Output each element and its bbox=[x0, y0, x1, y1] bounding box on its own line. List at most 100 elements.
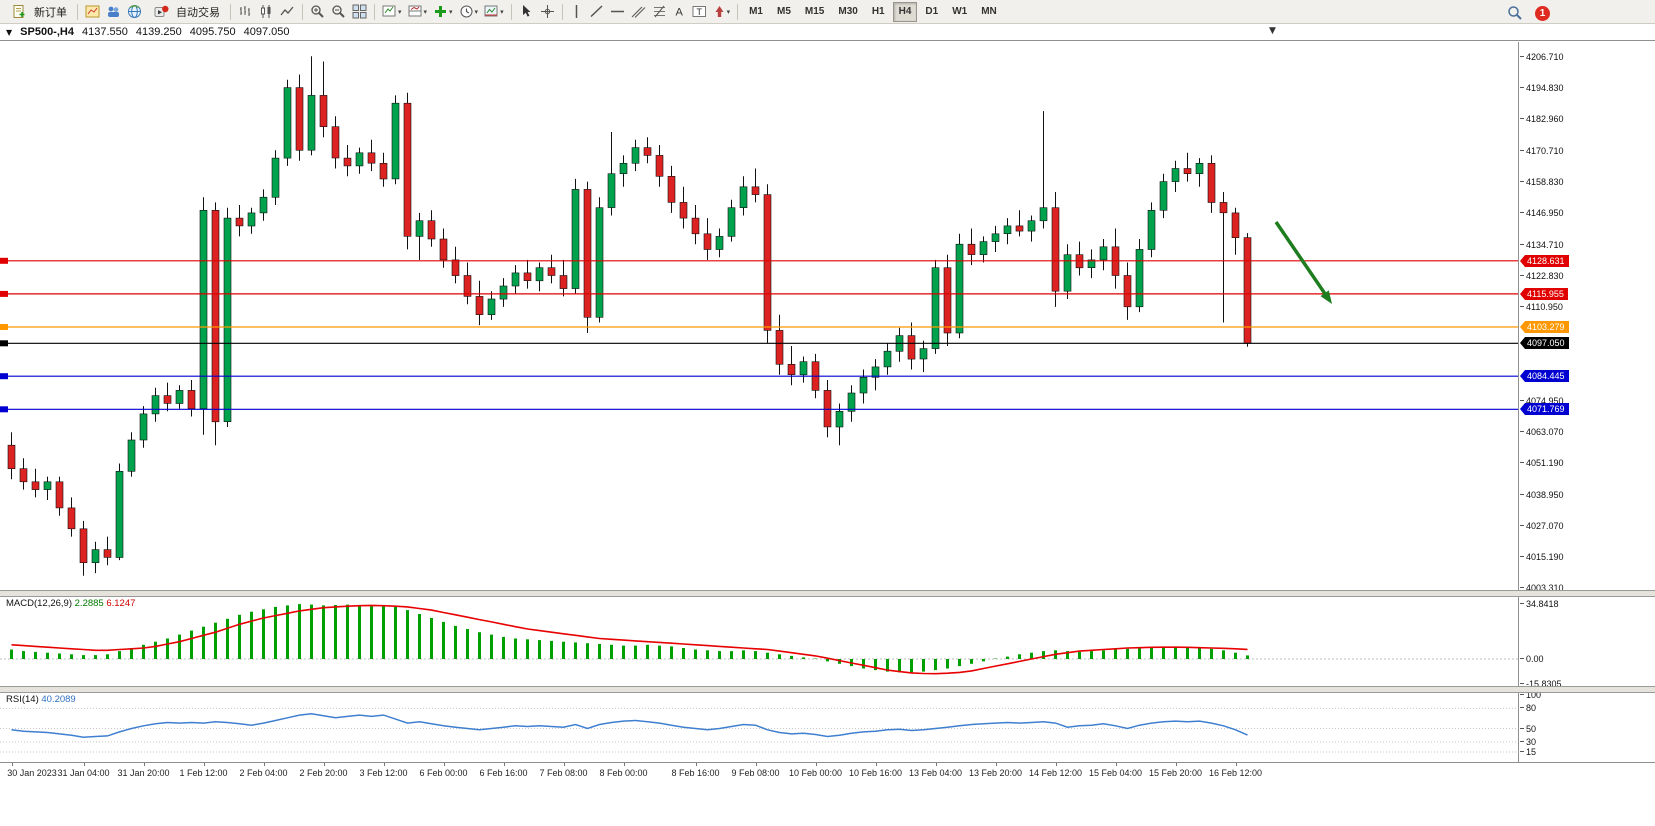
toolbar-separator bbox=[374, 3, 375, 20]
timeframe-m15-button[interactable]: M15 bbox=[804, 5, 825, 17]
profiles-icon[interactable] bbox=[103, 2, 124, 22]
time-label: 31 Jan 20:00 bbox=[117, 768, 170, 778]
rsi-panel[interactable]: RSI(14) 40.2089 bbox=[0, 693, 1518, 762]
price-tag: 4128.631 bbox=[1520, 255, 1569, 267]
rsi-value: 40.2089 bbox=[41, 694, 76, 705]
chevron-down-icon: ▾ bbox=[449, 7, 453, 16]
fibonacci-icon[interactable] bbox=[649, 2, 670, 22]
time-label: 10 Feb 16:00 bbox=[848, 768, 903, 778]
time-label: 1 Feb 12:00 bbox=[179, 768, 228, 778]
price-tag: 4084.445 bbox=[1520, 370, 1569, 382]
price-tag: 4115.955 bbox=[1520, 288, 1568, 300]
ohlc-open: 4137.550 bbox=[81, 26, 128, 38]
tile-windows-icon[interactable] bbox=[349, 2, 370, 22]
periods-clock-icon[interactable]: ▾ bbox=[456, 2, 482, 22]
vertical-line-icon[interactable] bbox=[567, 2, 586, 22]
new-order-button[interactable]: 新订单 bbox=[3, 2, 73, 22]
toolbar-separator bbox=[302, 3, 303, 20]
time-label: 14 Feb 12:00 bbox=[1028, 768, 1083, 778]
toolbar-separator bbox=[77, 3, 78, 20]
chevron-down-icon: ▾ bbox=[474, 7, 479, 16]
axis-label: 50 bbox=[1519, 724, 1537, 734]
zoom-out-icon[interactable] bbox=[328, 2, 349, 22]
axis-label: 4027.070 bbox=[1520, 521, 1564, 531]
axis-label: 34.8418 bbox=[1520, 599, 1559, 609]
trendline-icon[interactable] bbox=[586, 2, 607, 22]
search-icon[interactable] bbox=[1504, 3, 1526, 23]
time-label: 7 Feb 08:00 bbox=[539, 768, 588, 778]
time-scale-axis[interactable]: 30 Jan 2023 31 Jan 04:00 31 Jan 20:00 1 Feb… bbox=[0, 762, 1655, 782]
macd-signal-value: 6.1247 bbox=[106, 598, 136, 609]
time-label: 6 Feb 00:00 bbox=[419, 768, 468, 778]
panel-divider[interactable] bbox=[0, 590, 1655, 597]
axis-label: 4170.710 bbox=[1520, 146, 1564, 156]
macd-canvas[interactable] bbox=[0, 597, 1518, 686]
toolbar-separator bbox=[510, 3, 512, 20]
axis-label: 4074.950 bbox=[1520, 396, 1564, 406]
axis-label: 4038.950 bbox=[1520, 490, 1564, 500]
time-label: 6 Feb 16:00 bbox=[479, 768, 528, 778]
time-label: 2 Feb 04:00 bbox=[239, 768, 288, 778]
window-layout-icon[interactable]: ▾ bbox=[405, 2, 431, 22]
axis-label: 4122.830 bbox=[1520, 271, 1564, 281]
indicators-icon[interactable]: ▾ bbox=[379, 2, 405, 22]
line-chart-icon[interactable] bbox=[277, 2, 298, 22]
time-label: 15 Feb 04:00 bbox=[1088, 768, 1143, 778]
equidistant-channel-icon[interactable] bbox=[628, 2, 649, 22]
axis-label: 4051.190 bbox=[1520, 458, 1564, 468]
rsi-canvas[interactable] bbox=[0, 693, 1518, 762]
time-label: 13 Feb 04:00 bbox=[908, 768, 963, 778]
axis-label: -15.8305 bbox=[1520, 679, 1562, 689]
new-order-icon bbox=[9, 2, 30, 22]
timeframe-h1-button[interactable]: H1 bbox=[871, 5, 885, 17]
macd-panel[interactable]: MACD(12,26,9) 2.2885 6.1247 bbox=[0, 597, 1518, 686]
notification-badge[interactable]: 1 bbox=[1535, 5, 1550, 21]
new-chart-icon[interactable] bbox=[82, 2, 103, 22]
timeframe-m1-button[interactable]: M1 bbox=[749, 5, 763, 17]
ohlc-low: 4095.750 bbox=[189, 26, 236, 38]
timeframe-m5-button[interactable]: M5 bbox=[777, 5, 791, 17]
time-label: 30 Jan 2023 bbox=[7, 768, 57, 778]
price-chart-canvas[interactable] bbox=[0, 42, 1518, 590]
timeframe-mn-button[interactable]: MN bbox=[981, 5, 997, 17]
axis-label: 4110.950 bbox=[1520, 302, 1563, 312]
ohlc-close: 4097.050 bbox=[243, 26, 290, 38]
time-label: 8 Feb 00:00 bbox=[599, 768, 648, 778]
text-icon[interactable]: A bbox=[670, 2, 689, 22]
panel-divider[interactable] bbox=[0, 686, 1655, 693]
axis-label: 4194.830 bbox=[1520, 83, 1564, 93]
timeframe-h4-button[interactable]: H4 bbox=[892, 1, 918, 22]
ohlc-high: 4139.250 bbox=[135, 26, 182, 38]
rsi-label: RSI(14) 40.2089 bbox=[6, 694, 76, 705]
zoom-in-icon[interactable] bbox=[307, 2, 328, 22]
axis-label: 15 bbox=[1519, 747, 1537, 757]
toolbar-separator bbox=[737, 3, 739, 20]
horizontal-line-icon[interactable] bbox=[607, 2, 628, 22]
text-label-icon[interactable]: T bbox=[689, 2, 710, 22]
cursor-icon[interactable] bbox=[516, 2, 537, 22]
timeframe-m30-button[interactable]: M30 bbox=[838, 5, 858, 17]
axis-label: 4015.190 bbox=[1520, 552, 1564, 562]
templates-icon[interactable]: ▾ bbox=[481, 2, 507, 22]
add-indicator-icon[interactable]: ▾ bbox=[430, 2, 456, 22]
crosshair-icon[interactable] bbox=[537, 2, 558, 22]
axis-label: 80 bbox=[1519, 703, 1537, 713]
arrows-icon[interactable]: ▾ bbox=[710, 2, 734, 22]
timeframe-d1-button[interactable]: D1 bbox=[925, 5, 939, 17]
price-tag: 4097.050 bbox=[1520, 337, 1569, 349]
price-chart-panel[interactable] bbox=[0, 42, 1518, 590]
community-icon[interactable] bbox=[124, 2, 145, 22]
svg-text:A: A bbox=[675, 7, 683, 19]
bar-chart-icon[interactable] bbox=[235, 2, 256, 22]
price-scale-axis[interactable]: 4206.710 4194.830 4182.960 4170.710 4158.830… bbox=[1518, 42, 1655, 762]
time-label: 3 Feb 12:00 bbox=[359, 768, 408, 778]
autotrading-label: 自动交易 bbox=[176, 6, 220, 19]
time-label: 8 Feb 16:00 bbox=[671, 768, 720, 778]
candlestick-chart-icon[interactable] bbox=[256, 2, 277, 22]
timeframe-w1-button[interactable]: W1 bbox=[952, 5, 968, 17]
chart-menu-icon[interactable]: ▼ bbox=[6, 27, 13, 37]
new-order-label: 新订单 bbox=[34, 6, 67, 19]
axis-label: 30 bbox=[1519, 737, 1537, 747]
main-toolbar: 新订单 自动交易 ▾ ▾ ▾ ▾ bbox=[0, 0, 1655, 24]
autotrading-button[interactable]: 自动交易 bbox=[145, 2, 226, 22]
